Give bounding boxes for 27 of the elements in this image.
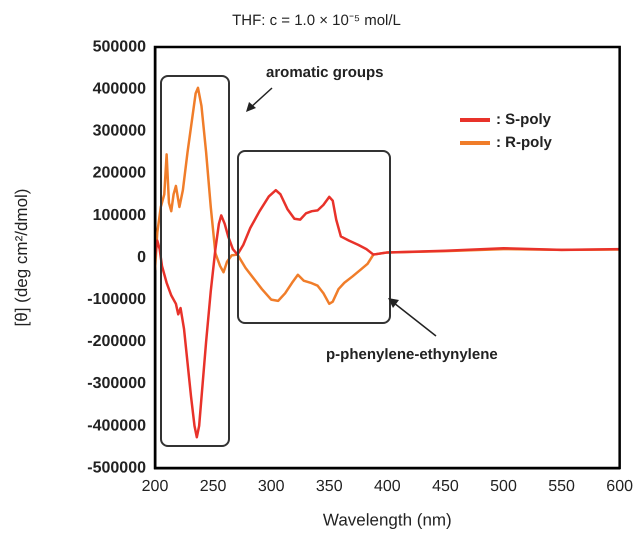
y-tick-label: -100000 xyxy=(87,291,146,308)
x-tick-label: 600 xyxy=(606,478,634,496)
y-tick-label: 500000 xyxy=(92,38,146,56)
x-tick-label: 250 xyxy=(200,478,227,496)
x-tick-label: 450 xyxy=(432,478,459,496)
x-tick-label: 400 xyxy=(374,478,401,496)
y-tick-label: 400000 xyxy=(92,80,146,98)
legend-label: : R-poly xyxy=(496,134,552,151)
x-axis-title: Wavelength (nm) xyxy=(322,510,452,530)
y-tick-label: 200000 xyxy=(92,164,146,182)
annotation: p-phenylene-ethynylene xyxy=(326,346,498,363)
y-tick-label: -300000 xyxy=(87,375,146,392)
x-tick-label: 350 xyxy=(316,478,343,496)
y-tick-label: 0 xyxy=(137,248,146,266)
x-tick-label: 500 xyxy=(490,478,517,496)
y-tick-label: -500000 xyxy=(87,459,146,476)
x-tick-label: 200 xyxy=(142,478,168,496)
y-tick-label: -200000 xyxy=(87,333,146,350)
x-tick-label: 300 xyxy=(258,478,285,496)
chart-title: THF: c = 1.0 × 10⁻⁵ mol/L xyxy=(232,12,401,30)
y-axis-title: [θ] (deg cm²/dmol) xyxy=(12,188,31,326)
annotation: aromatic groups xyxy=(266,64,384,81)
y-tick-label: 300000 xyxy=(92,122,146,140)
y-tick-label: -400000 xyxy=(87,417,146,434)
y-tick-label: 100000 xyxy=(92,206,146,224)
x-tick-label: 550 xyxy=(548,478,576,496)
legend-label: : S-poly xyxy=(496,111,551,128)
